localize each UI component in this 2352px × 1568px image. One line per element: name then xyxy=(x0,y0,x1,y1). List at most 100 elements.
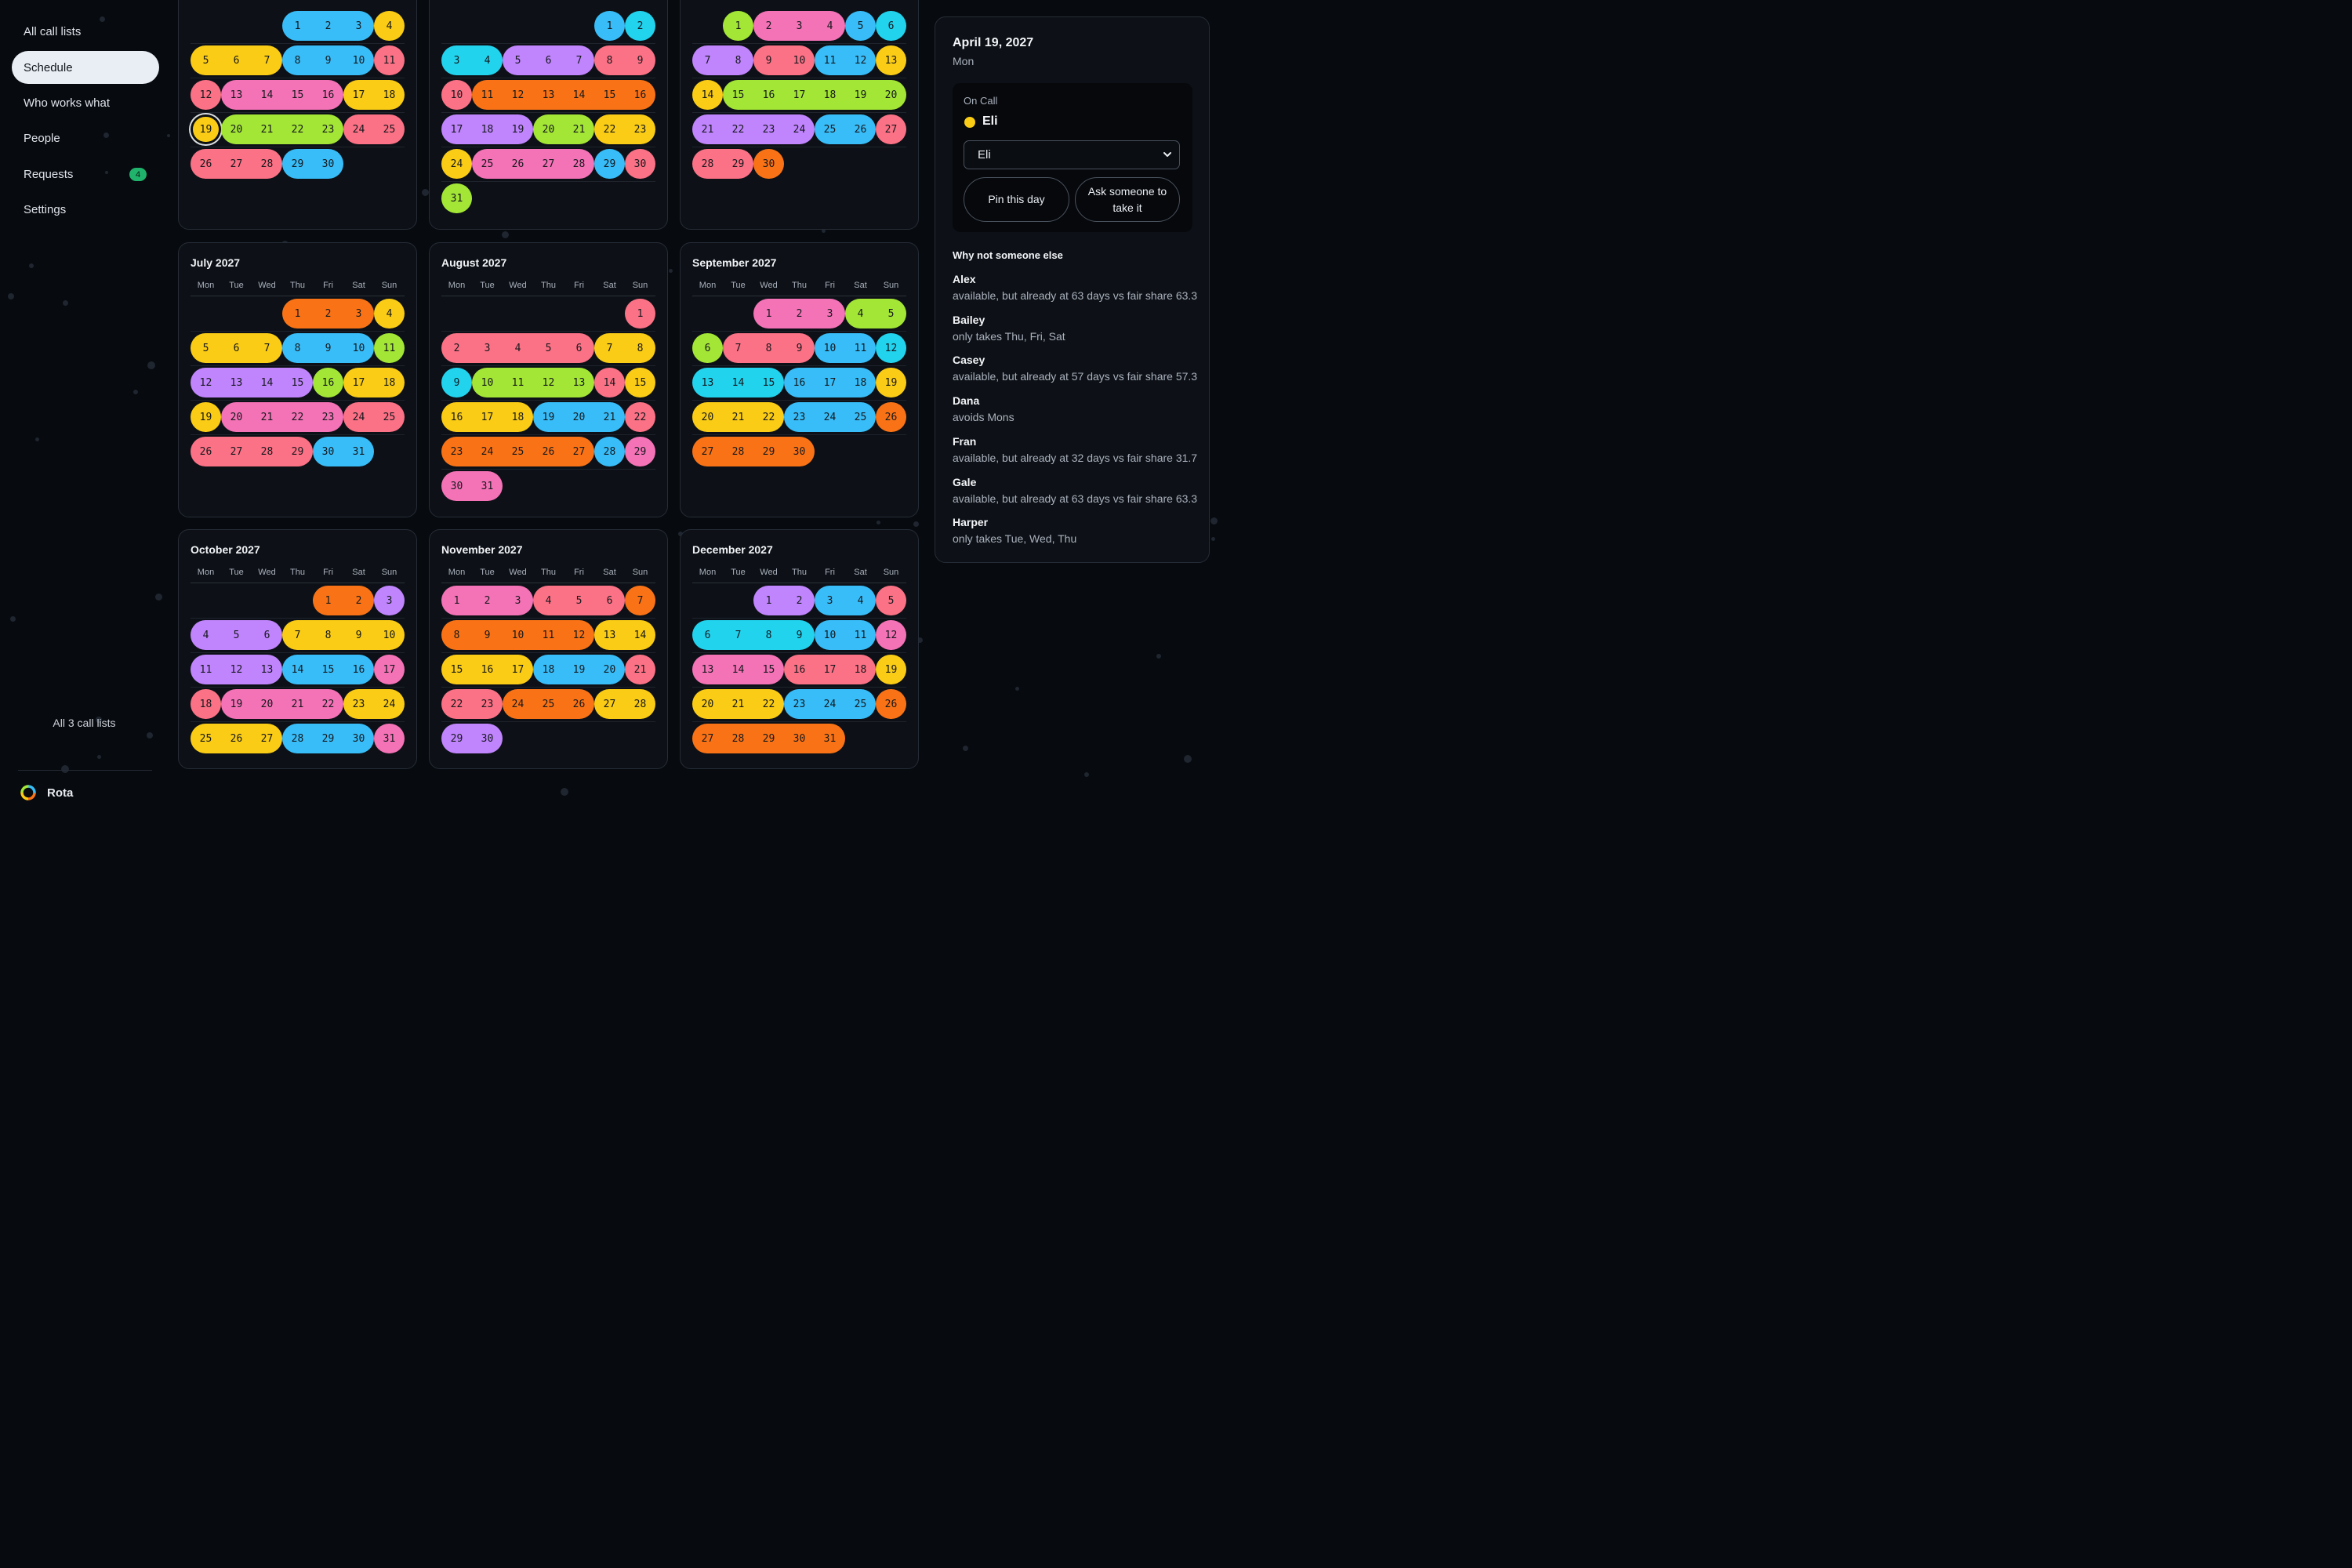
day-cell[interactable]: 8 xyxy=(313,620,343,650)
day-cell[interactable]: 20 xyxy=(221,114,252,144)
day-cell[interactable]: 6 xyxy=(564,333,594,363)
day-cell[interactable]: 22 xyxy=(594,114,625,144)
day-cell[interactable]: 3 xyxy=(815,299,845,328)
day-cell[interactable]: 20 xyxy=(252,689,282,719)
day-cell[interactable]: 24 xyxy=(784,114,815,144)
day-cell[interactable]: 15 xyxy=(313,655,343,684)
day-cell[interactable]: 16 xyxy=(784,368,815,397)
day-cell[interactable]: 10 xyxy=(441,80,472,110)
day-cell[interactable]: 30 xyxy=(472,724,503,753)
day-cell[interactable]: 11 xyxy=(472,80,503,110)
day-cell[interactable]: 6 xyxy=(594,586,625,615)
day-cell[interactable]: 15 xyxy=(282,80,313,110)
day-cell[interactable]: 28 xyxy=(282,724,313,753)
day-cell[interactable]: 17 xyxy=(815,655,845,684)
day-cell[interactable]: 28 xyxy=(723,724,753,753)
day-cell[interactable]: 7 xyxy=(692,45,723,75)
day-cell[interactable]: 3 xyxy=(441,45,472,75)
day-cell[interactable]: 16 xyxy=(753,80,784,110)
day-cell[interactable]: 27 xyxy=(692,724,723,753)
day-cell[interactable]: 10 xyxy=(815,620,845,650)
day-cell[interactable]: 9 xyxy=(313,333,343,363)
day-cell[interactable]: 7 xyxy=(723,620,753,650)
day-cell[interactable]: 7 xyxy=(625,586,655,615)
day-cell[interactable]: 24 xyxy=(472,437,503,466)
day-cell[interactable]: 4 xyxy=(191,620,221,650)
day-cell[interactable]: 11 xyxy=(191,655,221,684)
day-cell[interactable]: 26 xyxy=(191,437,221,466)
day-cell[interactable]: 21 xyxy=(625,655,655,684)
day-cell[interactable]: 7 xyxy=(564,45,594,75)
day-cell[interactable]: 3 xyxy=(815,586,845,615)
day-cell[interactable]: 21 xyxy=(723,689,753,719)
day-cell[interactable]: 13 xyxy=(221,80,252,110)
day-cell[interactable]: 9 xyxy=(784,333,815,363)
day-cell[interactable]: 1 xyxy=(753,299,784,328)
day-cell[interactable]: 30 xyxy=(753,149,784,179)
day-cell[interactable]: 19 xyxy=(503,114,533,144)
day-cell[interactable]: 4 xyxy=(374,299,405,328)
day-cell[interactable]: 12 xyxy=(503,80,533,110)
day-cell[interactable]: 8 xyxy=(723,45,753,75)
day-cell[interactable]: 2 xyxy=(441,333,472,363)
day-cell[interactable]: 23 xyxy=(625,114,655,144)
day-cell[interactable]: 19 xyxy=(221,689,252,719)
day-cell[interactable]: 7 xyxy=(282,620,313,650)
nav-all-call-lists[interactable]: All call lists xyxy=(12,15,159,48)
day-cell[interactable]: 13 xyxy=(221,368,252,397)
day-cell[interactable]: 1 xyxy=(625,299,655,328)
day-cell[interactable]: 2 xyxy=(625,11,655,41)
day-cell[interactable]: 23 xyxy=(784,689,815,719)
day-cell[interactable]: 13 xyxy=(692,655,723,684)
day-cell[interactable]: 25 xyxy=(472,149,503,179)
day-cell[interactable]: 27 xyxy=(564,437,594,466)
day-cell[interactable]: 18 xyxy=(815,80,845,110)
day-cell[interactable]: 4 xyxy=(503,333,533,363)
day-cell[interactable]: 22 xyxy=(723,114,753,144)
day-cell[interactable]: 26 xyxy=(221,724,252,753)
day-cell[interactable]: 14 xyxy=(594,368,625,397)
day-cell[interactable]: 22 xyxy=(753,689,784,719)
day-cell[interactable]: 6 xyxy=(876,11,906,41)
day-cell[interactable]: 27 xyxy=(221,149,252,179)
day-cell[interactable]: 14 xyxy=(252,368,282,397)
day-cell[interactable]: 17 xyxy=(374,655,405,684)
day-cell[interactable]: 13 xyxy=(564,368,594,397)
day-cell[interactable]: 3 xyxy=(784,11,815,41)
day-cell[interactable]: 2 xyxy=(343,586,374,615)
day-cell[interactable]: 23 xyxy=(313,114,343,144)
day-cell[interactable]: 5 xyxy=(191,333,221,363)
day-cell[interactable]: 26 xyxy=(564,689,594,719)
day-cell[interactable]: 20 xyxy=(692,689,723,719)
day-cell[interactable]: 22 xyxy=(282,402,313,432)
day-cell[interactable]: 30 xyxy=(313,149,343,179)
day-cell[interactable]: 26 xyxy=(503,149,533,179)
day-cell[interactable]: 27 xyxy=(594,689,625,719)
day-cell[interactable]: 13 xyxy=(252,655,282,684)
day-cell[interactable]: 22 xyxy=(282,114,313,144)
day-cell[interactable]: 24 xyxy=(343,114,374,144)
day-cell[interactable]: 25 xyxy=(503,437,533,466)
day-cell[interactable]: 2 xyxy=(313,11,343,41)
day-cell[interactable]: 14 xyxy=(625,620,655,650)
day-cell[interactable]: 9 xyxy=(313,45,343,75)
day-cell[interactable]: 18 xyxy=(503,402,533,432)
day-cell[interactable]: 15 xyxy=(282,368,313,397)
day-cell[interactable]: 12 xyxy=(221,655,252,684)
day-cell[interactable]: 11 xyxy=(374,45,405,75)
day-cell[interactable]: 19 xyxy=(845,80,876,110)
day-cell[interactable]: 16 xyxy=(784,655,815,684)
day-cell[interactable]: 29 xyxy=(723,149,753,179)
day-cell[interactable]: 12 xyxy=(876,620,906,650)
day-cell[interactable]: 5 xyxy=(564,586,594,615)
day-cell[interactable]: 12 xyxy=(564,620,594,650)
day-cell[interactable]: 21 xyxy=(692,114,723,144)
day-cell[interactable]: 25 xyxy=(845,689,876,719)
day-cell[interactable]: 9 xyxy=(472,620,503,650)
day-cell[interactable]: 23 xyxy=(343,689,374,719)
day-cell[interactable]: 17 xyxy=(472,402,503,432)
day-cell[interactable]: 29 xyxy=(313,724,343,753)
day-cell[interactable]: 5 xyxy=(221,620,252,650)
day-cell[interactable]: 30 xyxy=(441,471,472,501)
day-cell[interactable]: 14 xyxy=(723,655,753,684)
